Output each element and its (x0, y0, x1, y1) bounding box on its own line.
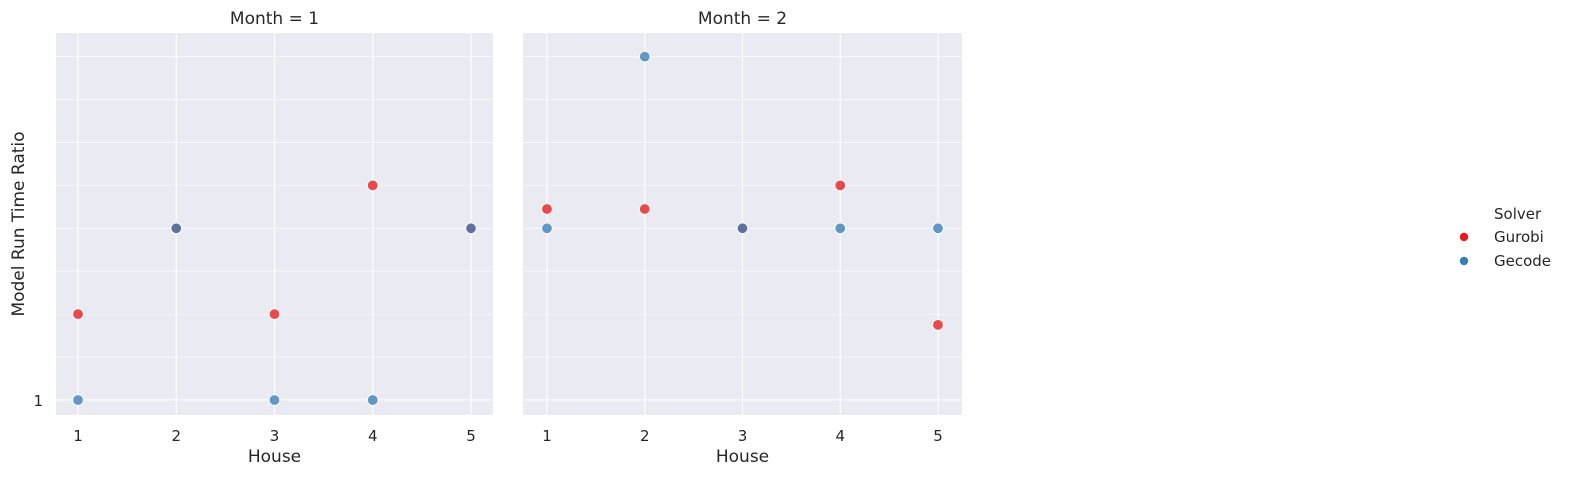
x-tick-labels: 1 2 3 4 5 (73, 427, 476, 445)
x-tick-label: 1 (542, 427, 552, 445)
x-tick-label: 2 (640, 427, 650, 445)
x-tick-label: 4 (835, 427, 845, 445)
point-gecode (834, 222, 846, 234)
point-gurobi (72, 308, 84, 320)
point-gecode (367, 394, 379, 406)
x-tick-label: 5 (933, 427, 943, 445)
point-gurobi (639, 203, 651, 215)
point-gurobi (541, 203, 553, 215)
legend-label-gurobi: Gurobi (1494, 228, 1544, 246)
legend-label-gecode: Gecode (1494, 252, 1551, 270)
y-tick-label: 1 (33, 392, 43, 410)
point-gurobi (268, 308, 281, 320)
legend-title: Solver (1494, 205, 1542, 223)
y-axis-label: Model Run Time Ratio (9, 131, 29, 316)
point-gecode (932, 222, 944, 234)
facet-panel-month-1: 1 2 3 4 5 1 Month = 1 House (33, 9, 493, 467)
point-gurobi (834, 179, 846, 192)
legend-marker-gecode (1459, 256, 1469, 266)
x-tick-label: 2 (171, 427, 181, 445)
y-tick-labels: 1 (33, 392, 43, 410)
point-gecode (170, 222, 182, 234)
point-gurobi (932, 319, 944, 331)
facet-title: Month = 2 (698, 9, 787, 29)
point-gecode (72, 394, 84, 406)
point-gecode (465, 222, 477, 234)
point-gecode (736, 222, 749, 234)
facet-panel-month-2: 1 2 3 4 5 Month = 2 House (523, 9, 962, 467)
legend-marker-gurobi (1459, 232, 1469, 242)
point-gecode (541, 222, 553, 234)
x-tick-label: 3 (738, 427, 748, 445)
x-tick-label: 3 (270, 427, 280, 445)
point-gecode (268, 394, 281, 406)
point-gecode (639, 50, 651, 63)
x-axis-label: House (248, 447, 301, 467)
x-tick-label: 1 (73, 427, 83, 445)
legend: Solver Gurobi Gecode (1459, 205, 1551, 270)
x-axis-label: House (716, 447, 769, 467)
x-tick-labels: 1 2 3 4 5 (542, 427, 943, 445)
x-tick-label: 4 (368, 427, 378, 445)
scatter-points (72, 179, 477, 406)
facet-title: Month = 1 (230, 9, 319, 29)
point-gurobi (367, 179, 379, 192)
x-tick-label: 5 (466, 427, 476, 445)
scatter-points (541, 50, 944, 331)
